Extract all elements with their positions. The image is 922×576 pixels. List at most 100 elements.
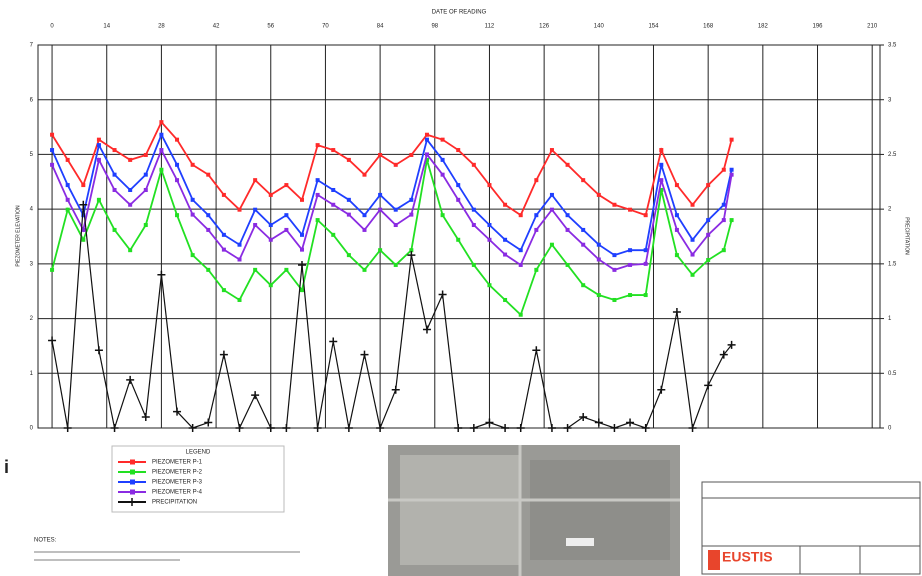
data-point xyxy=(128,188,132,192)
data-point xyxy=(456,198,460,202)
data-point xyxy=(425,152,429,156)
data-point xyxy=(362,173,366,177)
data-point xyxy=(394,208,398,212)
data-point xyxy=(159,168,163,172)
data-point xyxy=(487,283,491,287)
data-point xyxy=(628,208,632,212)
data-point xyxy=(206,213,210,217)
data-point xyxy=(347,213,351,217)
data-point xyxy=(50,148,54,152)
x-tick-label: 196 xyxy=(813,24,824,30)
data-point xyxy=(300,248,304,252)
data-point xyxy=(691,253,695,257)
data-point xyxy=(97,198,101,202)
legend-marker xyxy=(130,460,135,465)
data-point xyxy=(347,198,351,202)
x-tick-label: 154 xyxy=(648,24,659,30)
legend-marker xyxy=(130,480,135,485)
data-point xyxy=(331,203,335,207)
data-point xyxy=(191,253,195,257)
x-tick-label: 112 xyxy=(485,24,495,30)
data-point xyxy=(730,173,734,177)
data-point xyxy=(66,183,70,187)
data-point xyxy=(222,233,226,237)
data-point xyxy=(659,148,663,152)
data-point xyxy=(503,203,507,207)
data-point xyxy=(253,208,257,212)
data-point xyxy=(503,298,507,302)
x-tick-label: 70 xyxy=(322,24,329,30)
data-point xyxy=(597,193,601,197)
data-point xyxy=(362,213,366,217)
data-point xyxy=(409,153,413,157)
data-point xyxy=(722,218,726,222)
data-point xyxy=(534,178,538,182)
data-point xyxy=(597,243,601,247)
y-axis-label: PIEZOMETER ELEVATION xyxy=(15,205,21,267)
data-point xyxy=(128,248,132,252)
data-point xyxy=(269,283,273,287)
data-point xyxy=(253,268,257,272)
data-point xyxy=(644,213,648,217)
data-point xyxy=(691,238,695,242)
data-point xyxy=(316,218,320,222)
data-point xyxy=(191,198,195,202)
data-point xyxy=(253,178,257,182)
data-point xyxy=(175,163,179,167)
data-point xyxy=(191,163,195,167)
data-point xyxy=(730,218,734,222)
data-point xyxy=(534,228,538,232)
x-tick-label: 98 xyxy=(431,24,438,30)
legend-title: LEGEND xyxy=(186,450,211,456)
data-point xyxy=(269,223,273,227)
data-point xyxy=(472,223,476,227)
data-point xyxy=(206,228,210,232)
y2-tick-label: 3.5 xyxy=(888,43,897,49)
data-point xyxy=(550,193,554,197)
aerial-photo xyxy=(388,445,680,576)
data-point xyxy=(347,253,351,257)
data-point xyxy=(730,168,734,172)
data-point xyxy=(628,293,632,297)
data-point xyxy=(128,158,132,162)
data-point xyxy=(487,223,491,227)
data-point xyxy=(691,203,695,207)
data-point xyxy=(144,188,148,192)
data-point xyxy=(487,238,491,242)
data-point xyxy=(409,198,413,202)
data-point xyxy=(269,193,273,197)
data-point xyxy=(222,193,226,197)
data-point xyxy=(128,203,132,207)
data-point xyxy=(159,133,163,137)
x-tick-label: 140 xyxy=(594,24,605,30)
data-point xyxy=(222,288,226,292)
data-point xyxy=(722,203,726,207)
data-point xyxy=(378,208,382,212)
data-point xyxy=(456,238,460,242)
data-point xyxy=(612,203,616,207)
data-point xyxy=(394,223,398,227)
data-point xyxy=(425,138,429,142)
data-point xyxy=(441,138,445,142)
data-point xyxy=(675,213,679,217)
y2-axis-label: PRECIPITATION xyxy=(904,217,910,255)
data-point xyxy=(144,153,148,157)
x-tick-label: 168 xyxy=(703,24,714,30)
data-point xyxy=(706,183,710,187)
data-point xyxy=(66,198,70,202)
data-point xyxy=(503,238,507,242)
data-point xyxy=(113,148,117,152)
x-tick-label: 56 xyxy=(267,24,274,30)
data-point xyxy=(612,298,616,302)
data-point xyxy=(378,193,382,197)
data-point xyxy=(612,268,616,272)
data-point xyxy=(331,188,335,192)
data-point xyxy=(659,178,663,182)
legend-label: PIEZOMETER P-4 xyxy=(152,490,203,496)
data-point xyxy=(441,173,445,177)
x-tick-label: 28 xyxy=(158,24,165,30)
data-point xyxy=(362,268,366,272)
data-point xyxy=(675,253,679,257)
data-point xyxy=(113,228,117,232)
data-point xyxy=(550,148,554,152)
